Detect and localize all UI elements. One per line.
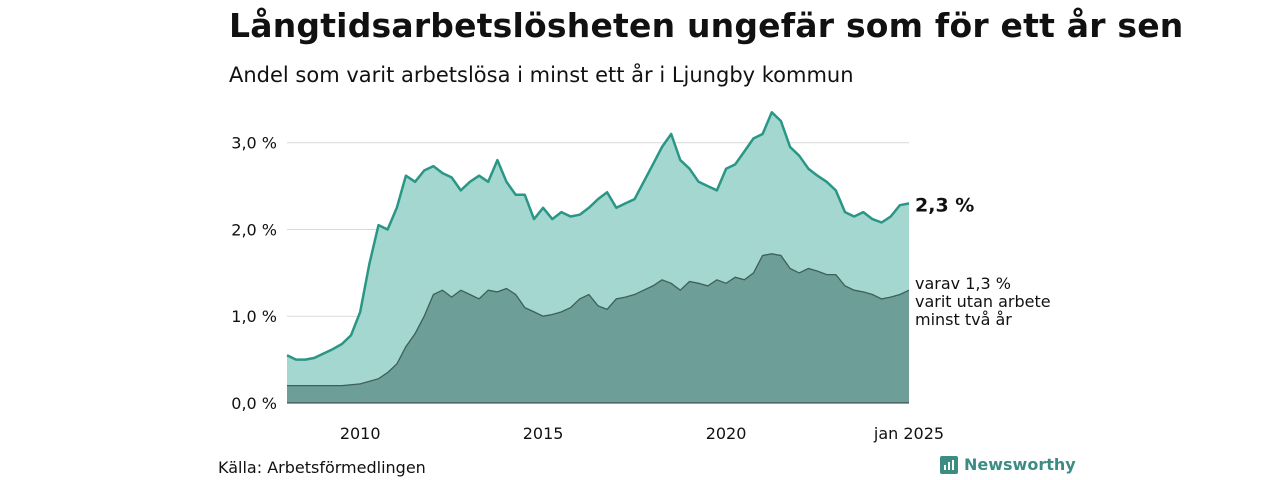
x-tick-label: 2020 bbox=[706, 424, 747, 443]
line-total bbox=[286, 111, 910, 361]
x-tick-label: 2015 bbox=[523, 424, 564, 443]
source-note: Källa: Arbetsförmedlingen bbox=[218, 458, 426, 477]
chart-title: Långtidsarbetslösheten ungefär som för e… bbox=[229, 6, 1184, 45]
y-tick-label: 1,0 % bbox=[231, 307, 277, 326]
end-label-total: 2,3 % bbox=[915, 194, 974, 216]
brand-name: Newsworthy bbox=[964, 455, 1076, 474]
end-label-long-term: varit utan arbete bbox=[915, 292, 1051, 311]
x-tick-label: jan 2025 bbox=[873, 424, 944, 443]
x-tick-label: 2010 bbox=[340, 424, 381, 443]
y-tick-label: 2,0 % bbox=[231, 220, 277, 239]
chart-subtitle: Andel som varit arbetslösa i minst ett å… bbox=[229, 63, 854, 87]
newsworthy-logo-icon bbox=[940, 455, 958, 474]
y-tick-label: 0,0 % bbox=[231, 394, 277, 413]
end-label-long-term: varav 1,3 % bbox=[915, 274, 1011, 293]
line-long-term bbox=[287, 253, 910, 387]
y-tick-label: 3,0 % bbox=[231, 134, 277, 153]
brand-logo: Newsworthy bbox=[940, 455, 1076, 474]
area-long-term bbox=[287, 253, 909, 403]
end-label-long-term: minst två år bbox=[915, 310, 1012, 329]
